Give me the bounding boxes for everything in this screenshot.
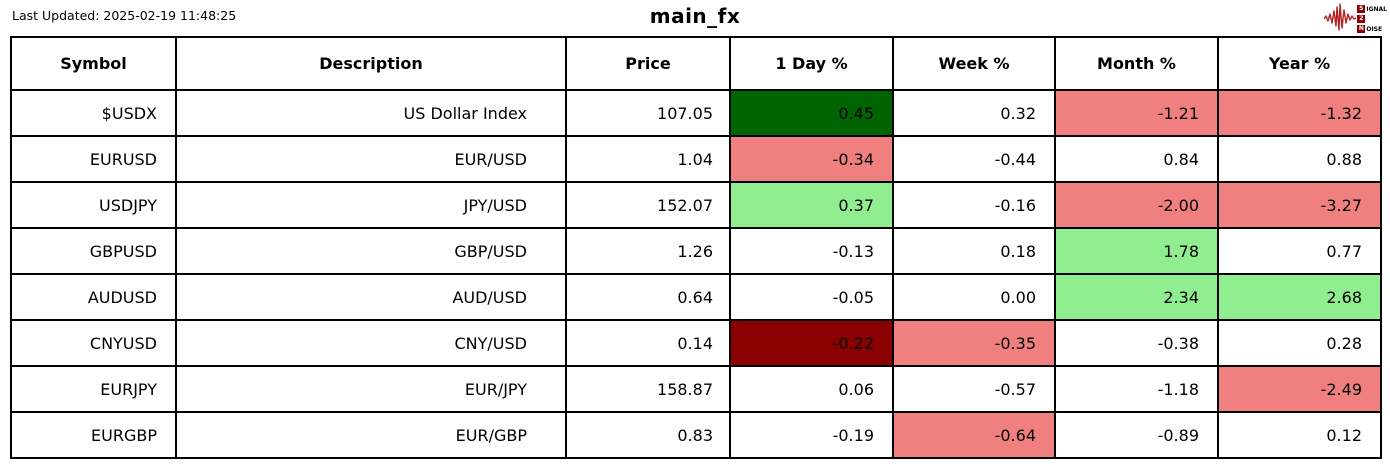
logo-letter-n: N bbox=[1357, 25, 1366, 33]
column-header-price: Price bbox=[565, 36, 731, 91]
cell-description: EUR/JPY bbox=[175, 365, 567, 413]
cell-week-pct: -0.64 bbox=[892, 411, 1056, 459]
waveform-icon bbox=[1323, 2, 1357, 36]
cell-price: 0.14 bbox=[565, 319, 731, 367]
cell-month-pct: -0.89 bbox=[1054, 411, 1219, 459]
cell-symbol: EURJPY bbox=[10, 365, 177, 413]
cell-year-pct: 0.28 bbox=[1217, 319, 1382, 367]
cell-symbol: EURUSD bbox=[10, 135, 177, 183]
cell-price: 107.05 bbox=[565, 89, 731, 137]
table-row: EURJPY EUR/JPY 158.87 0.06 -0.57 -1.18 -2.49 bbox=[10, 365, 1382, 413]
cell-month-pct: -1.21 bbox=[1054, 89, 1219, 137]
table-row: GBPUSD GBP/USD 1.26 -0.13 0.18 1.78 0.77 bbox=[10, 227, 1382, 275]
table-row: $USDX US Dollar Index 107.05 0.45 0.32 -1.21-… bbox=[10, 89, 1382, 137]
cell-price: 0.83 bbox=[565, 411, 731, 459]
cell-1day-pct: -0.22 bbox=[729, 319, 894, 367]
cell-price: 0.64 bbox=[565, 273, 731, 321]
cell-1day-pct: -0.05 bbox=[729, 273, 894, 321]
column-header-year: Year % bbox=[1217, 36, 1382, 91]
column-header-month: Month % bbox=[1054, 36, 1219, 91]
cell-year-pct: 0.77 bbox=[1217, 227, 1382, 275]
cell-month-pct: -0.38 bbox=[1054, 319, 1219, 367]
cell-month-pct: 0.84 bbox=[1054, 135, 1219, 183]
cell-week-pct: -0.44 bbox=[892, 135, 1056, 183]
cell-year-pct: -1.32 bbox=[1217, 89, 1382, 137]
cell-price: 1.26 bbox=[565, 227, 731, 275]
table-row: EURUSD EUR/USD 1.04 -0.34 -0.44 0.84 0.88 bbox=[10, 135, 1382, 183]
cell-1day-pct: 0.06 bbox=[729, 365, 894, 413]
table-row: AUDUSD AUD/USD 0.64 -0.05 0.00 2.34 2.68 bbox=[10, 273, 1382, 321]
cell-description: JPY/USD bbox=[175, 181, 567, 229]
logo-text: S IGNAL 2 N OISE bbox=[1357, 5, 1387, 34]
column-header-symbol: Symbol bbox=[10, 36, 177, 91]
cell-1day-pct: 0.45 bbox=[729, 89, 894, 137]
cell-year-pct: 0.88 bbox=[1217, 135, 1382, 183]
table-header-row: Symbol Description Price 1 Day % Week % Month… bbox=[10, 36, 1382, 91]
cell-1day-pct: -0.13 bbox=[729, 227, 894, 275]
cell-week-pct: 0.00 bbox=[892, 273, 1056, 321]
cell-price: 1.04 bbox=[565, 135, 731, 183]
fx-table: Symbol Description Price 1 Day % Week % Month… bbox=[10, 36, 1382, 459]
logo-line-noise: N OISE bbox=[1357, 25, 1387, 34]
cell-month-pct: -2.00 bbox=[1054, 181, 1219, 229]
cell-week-pct: -0.16 bbox=[892, 181, 1056, 229]
table-row: CNYUSD CNY/USD 0.14 -0.22 -0.35 -0.38 0.28 bbox=[10, 319, 1382, 367]
logo-line-2: 2 bbox=[1357, 15, 1387, 24]
cell-price: 158.87 bbox=[565, 365, 731, 413]
logo-letter-s: S bbox=[1357, 5, 1366, 13]
cell-description: AUD/USD bbox=[175, 273, 567, 321]
cell-price: 152.07 bbox=[565, 181, 731, 229]
cell-description: EUR/USD bbox=[175, 135, 567, 183]
cell-symbol: AUDUSD bbox=[10, 273, 177, 321]
cell-year-pct: -2.49 bbox=[1217, 365, 1382, 413]
cell-1day-pct: -0.19 bbox=[729, 411, 894, 459]
cell-week-pct: -0.57 bbox=[892, 365, 1056, 413]
cell-symbol: $USDX bbox=[10, 89, 177, 137]
table-body: $USDX US Dollar Index 107.05 0.45 0.32 -1.21-… bbox=[10, 89, 1382, 459]
cell-year-pct: -3.27 bbox=[1217, 181, 1382, 229]
cell-description: US Dollar Index bbox=[175, 89, 567, 137]
logo-rest-oise: OISE bbox=[1366, 25, 1383, 33]
cell-1day-pct: 0.37 bbox=[729, 181, 894, 229]
cell-year-pct: 2.68 bbox=[1217, 273, 1382, 321]
column-header-description: Description bbox=[175, 36, 567, 91]
cell-week-pct: 0.32 bbox=[892, 89, 1056, 137]
cell-symbol: USDJPY bbox=[10, 181, 177, 229]
signal2noise-logo: S IGNAL 2 N OISE bbox=[1323, 2, 1387, 36]
cell-month-pct: 1.78 bbox=[1054, 227, 1219, 275]
cell-symbol: CNYUSD bbox=[10, 319, 177, 367]
page-title: main_fx bbox=[649, 4, 741, 28]
last-updated-text: Last Updated: 2025-02-19 11:48:25 bbox=[12, 8, 237, 23]
cell-description: GBP/USD bbox=[175, 227, 567, 275]
cell-month-pct: 2.34 bbox=[1054, 273, 1219, 321]
cell-week-pct: 0.18 bbox=[892, 227, 1056, 275]
table-row: EURGBP EUR/GBP 0.83 -0.19 -0.64 -0.89 0.12 bbox=[10, 411, 1382, 459]
cell-symbol: EURGBP bbox=[10, 411, 177, 459]
cell-year-pct: 0.12 bbox=[1217, 411, 1382, 459]
cell-description: CNY/USD bbox=[175, 319, 567, 367]
cell-1day-pct: -0.34 bbox=[729, 135, 894, 183]
cell-month-pct: -1.18 bbox=[1054, 365, 1219, 413]
logo-line-signal: S IGNAL bbox=[1357, 5, 1387, 14]
cell-description: EUR/GBP bbox=[175, 411, 567, 459]
logo-rest-ignal: IGNAL bbox=[1366, 5, 1387, 13]
table-row: USDJPY JPY/USD 152.07 0.37 -0.16 -2.00 -3.27 bbox=[10, 181, 1382, 229]
cell-symbol: GBPUSD bbox=[10, 227, 177, 275]
column-header-week: Week % bbox=[892, 36, 1056, 91]
column-header-1-day: 1 Day % bbox=[729, 36, 894, 91]
cell-week-pct: -0.35 bbox=[892, 319, 1056, 367]
logo-letter-2: 2 bbox=[1357, 15, 1366, 23]
